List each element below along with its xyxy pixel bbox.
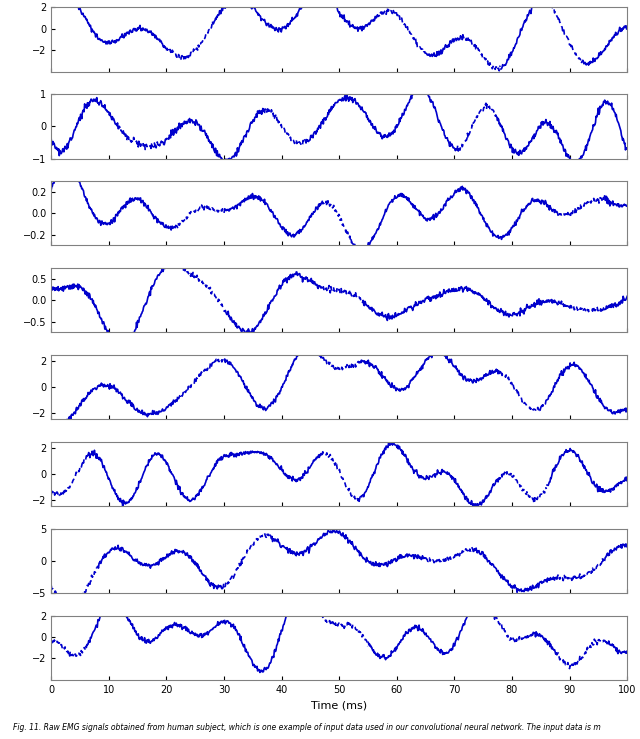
Text: Fig. 11. Raw EMG signals obtained from human subject, which is one example of in: Fig. 11. Raw EMG signals obtained from h… (13, 723, 600, 732)
X-axis label: Time (ms): Time (ms) (311, 701, 367, 710)
